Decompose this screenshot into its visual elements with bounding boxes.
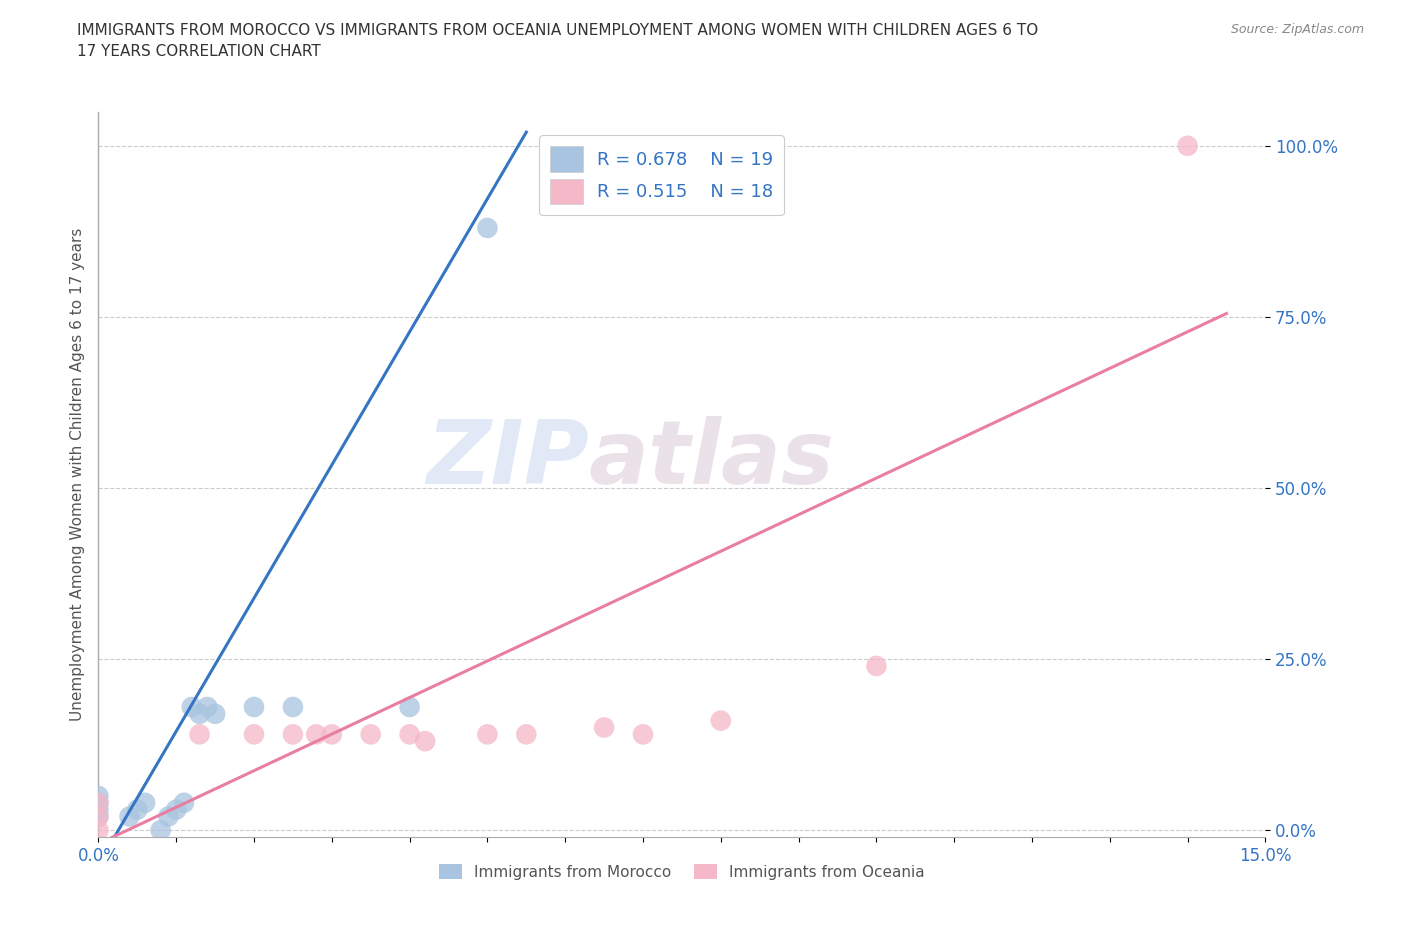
Point xyxy=(305,727,328,742)
Legend: Immigrants from Morocco, Immigrants from Oceania: Immigrants from Morocco, Immigrants from… xyxy=(432,857,932,887)
Point xyxy=(87,789,110,804)
Text: atlas: atlas xyxy=(589,417,834,503)
Point xyxy=(281,727,304,742)
Point xyxy=(195,699,218,714)
Point xyxy=(118,809,141,824)
Point xyxy=(515,727,537,742)
Text: ZIP: ZIP xyxy=(426,417,589,503)
Point xyxy=(413,734,436,749)
Point xyxy=(180,699,202,714)
Point xyxy=(398,727,420,742)
Text: IMMIGRANTS FROM MOROCCO VS IMMIGRANTS FROM OCEANIA UNEMPLOYMENT AMONG WOMEN WITH: IMMIGRANTS FROM MOROCCO VS IMMIGRANTS FR… xyxy=(77,23,1039,60)
Point xyxy=(134,795,156,810)
Text: Source: ZipAtlas.com: Source: ZipAtlas.com xyxy=(1230,23,1364,36)
Point xyxy=(188,727,211,742)
Point xyxy=(398,699,420,714)
Point xyxy=(243,699,266,714)
Point xyxy=(188,707,211,722)
Point xyxy=(173,795,195,810)
Point xyxy=(360,727,382,742)
Point xyxy=(87,809,110,824)
Point xyxy=(631,727,654,742)
Point xyxy=(593,720,616,735)
Point xyxy=(87,795,110,810)
Point xyxy=(243,727,266,742)
Point xyxy=(865,658,887,673)
Point xyxy=(204,707,226,722)
Point xyxy=(321,727,343,742)
Point xyxy=(87,823,110,838)
Point xyxy=(710,713,733,728)
Point xyxy=(87,803,110,817)
Point xyxy=(1177,139,1199,153)
Point xyxy=(477,727,499,742)
Point xyxy=(281,699,304,714)
Point xyxy=(127,803,149,817)
Point xyxy=(477,220,499,235)
Y-axis label: Unemployment Among Women with Children Ages 6 to 17 years: Unemployment Among Women with Children A… xyxy=(69,228,84,721)
Point xyxy=(87,795,110,810)
Point xyxy=(165,803,187,817)
Point xyxy=(157,809,180,824)
Point xyxy=(149,823,172,838)
Point xyxy=(87,809,110,824)
